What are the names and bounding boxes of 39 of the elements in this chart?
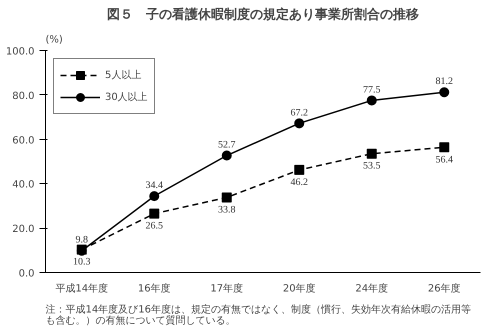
data-label: 77.5 bbox=[363, 84, 380, 96]
data-label: 67.2 bbox=[290, 107, 308, 118]
data-label: 34.4 bbox=[146, 180, 163, 192]
point bbox=[149, 191, 160, 202]
point bbox=[366, 148, 377, 159]
chart-title: 図５ 子の看護休暇制度の規定あり事業所割合の推移 bbox=[107, 6, 419, 22]
y-tick-label: 80.0 bbox=[12, 90, 34, 102]
legend-label: 30人以上 bbox=[105, 90, 148, 104]
y-tick-label: 60.0 bbox=[12, 135, 34, 146]
data-label: 33.8 bbox=[218, 204, 236, 216]
point bbox=[149, 208, 160, 219]
y-tick-label: 40.0 bbox=[12, 180, 34, 191]
data-label: 46.2 bbox=[290, 176, 308, 188]
data-label: 81.2 bbox=[436, 76, 453, 88]
data-label: 9.8 bbox=[76, 234, 88, 246]
point bbox=[294, 164, 304, 175]
x-tick-label: 20年度 bbox=[282, 282, 316, 294]
point bbox=[439, 87, 450, 98]
point bbox=[439, 142, 450, 152]
data-label: 26.5 bbox=[146, 220, 163, 232]
y-axis-title: (%) bbox=[46, 34, 63, 46]
point bbox=[366, 95, 377, 106]
x-tick-label: 17年度 bbox=[210, 282, 244, 294]
data-label: 53.5 bbox=[363, 160, 380, 172]
point bbox=[222, 150, 232, 160]
y-tick-label: 100.0 bbox=[6, 46, 35, 58]
x-tick-label: 26年度 bbox=[428, 282, 461, 294]
x-tick-label: 平成14年度 bbox=[55, 282, 108, 294]
data-label: 52.7 bbox=[218, 140, 236, 151]
data-label: 10.3 bbox=[73, 256, 90, 268]
text: 注：平成14年度及び16年度は、規定の有無ではなく、制度（慣行、失効年次有給休暇の活用等も含む。）の有無について質問している。 bbox=[46, 304, 471, 326]
y-tick-label: 0.0 bbox=[18, 268, 35, 280]
x-tick-label: 16年度 bbox=[138, 282, 171, 294]
point bbox=[294, 118, 304, 128]
point bbox=[222, 192, 232, 202]
y-tick-label: 20.0 bbox=[12, 224, 34, 236]
data-label: 56.4 bbox=[436, 154, 453, 166]
x-tick-label: 24年度 bbox=[355, 282, 388, 294]
legend-label: 5人以上 bbox=[105, 68, 142, 82]
